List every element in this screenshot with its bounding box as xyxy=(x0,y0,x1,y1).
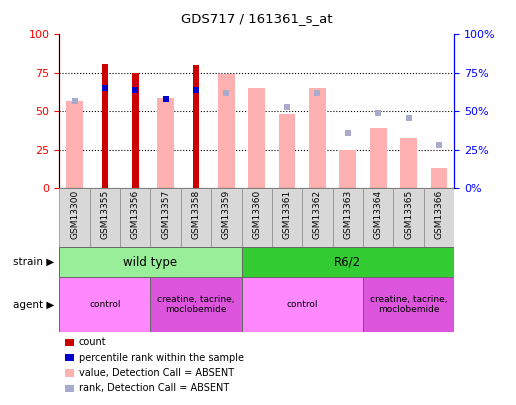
Text: GSM13356: GSM13356 xyxy=(131,190,140,239)
Bar xyxy=(181,188,211,247)
Bar xyxy=(363,277,454,332)
Bar xyxy=(363,188,393,247)
Text: GSM13359: GSM13359 xyxy=(222,190,231,239)
Bar xyxy=(241,247,454,277)
Bar xyxy=(309,88,326,188)
Bar xyxy=(151,188,181,247)
Text: control: control xyxy=(89,300,121,309)
Text: GSM13355: GSM13355 xyxy=(101,190,109,239)
Text: GDS717 / 161361_s_at: GDS717 / 161361_s_at xyxy=(181,12,332,25)
Bar xyxy=(400,138,417,188)
Text: agent ▶: agent ▶ xyxy=(13,300,54,310)
Text: count: count xyxy=(79,337,107,347)
Bar xyxy=(132,73,139,188)
Bar xyxy=(393,188,424,247)
Text: control: control xyxy=(286,300,318,309)
Text: GSM13357: GSM13357 xyxy=(161,190,170,239)
Text: rank, Detection Call = ABSENT: rank, Detection Call = ABSENT xyxy=(79,384,229,393)
Bar xyxy=(218,75,235,188)
Text: value, Detection Call = ABSENT: value, Detection Call = ABSENT xyxy=(79,368,234,378)
Bar xyxy=(59,188,90,247)
Text: R6/2: R6/2 xyxy=(334,256,361,269)
Text: percentile rank within the sample: percentile rank within the sample xyxy=(79,353,244,362)
Text: GSM13366: GSM13366 xyxy=(434,190,443,239)
Text: GSM13360: GSM13360 xyxy=(252,190,261,239)
Bar xyxy=(279,115,296,188)
Bar xyxy=(157,98,174,188)
Text: GSM13365: GSM13365 xyxy=(404,190,413,239)
Bar xyxy=(241,277,363,332)
Bar xyxy=(151,277,241,332)
Bar xyxy=(59,247,241,277)
Bar xyxy=(430,168,447,188)
Text: GSM13364: GSM13364 xyxy=(374,190,383,239)
Bar xyxy=(272,188,302,247)
Bar xyxy=(241,188,272,247)
Text: strain ▶: strain ▶ xyxy=(13,257,54,267)
Text: GSM13358: GSM13358 xyxy=(191,190,201,239)
Bar xyxy=(66,100,83,188)
Text: GSM13363: GSM13363 xyxy=(343,190,352,239)
Bar xyxy=(90,188,120,247)
Bar xyxy=(211,188,241,247)
Text: creatine, tacrine,
moclobemide: creatine, tacrine, moclobemide xyxy=(157,295,235,314)
Bar xyxy=(333,188,363,247)
Text: GSM13300: GSM13300 xyxy=(70,190,79,239)
Bar xyxy=(424,188,454,247)
Bar xyxy=(192,65,199,188)
Text: GSM13361: GSM13361 xyxy=(283,190,292,239)
Text: GSM13362: GSM13362 xyxy=(313,190,322,239)
Bar xyxy=(370,128,386,188)
Bar xyxy=(59,277,151,332)
Bar xyxy=(340,150,356,188)
Bar xyxy=(248,88,265,188)
Text: creatine, tacrine,
moclobemide: creatine, tacrine, moclobemide xyxy=(370,295,447,314)
Text: wild type: wild type xyxy=(123,256,178,269)
Bar xyxy=(102,64,108,188)
Bar xyxy=(120,188,151,247)
Bar xyxy=(302,188,333,247)
